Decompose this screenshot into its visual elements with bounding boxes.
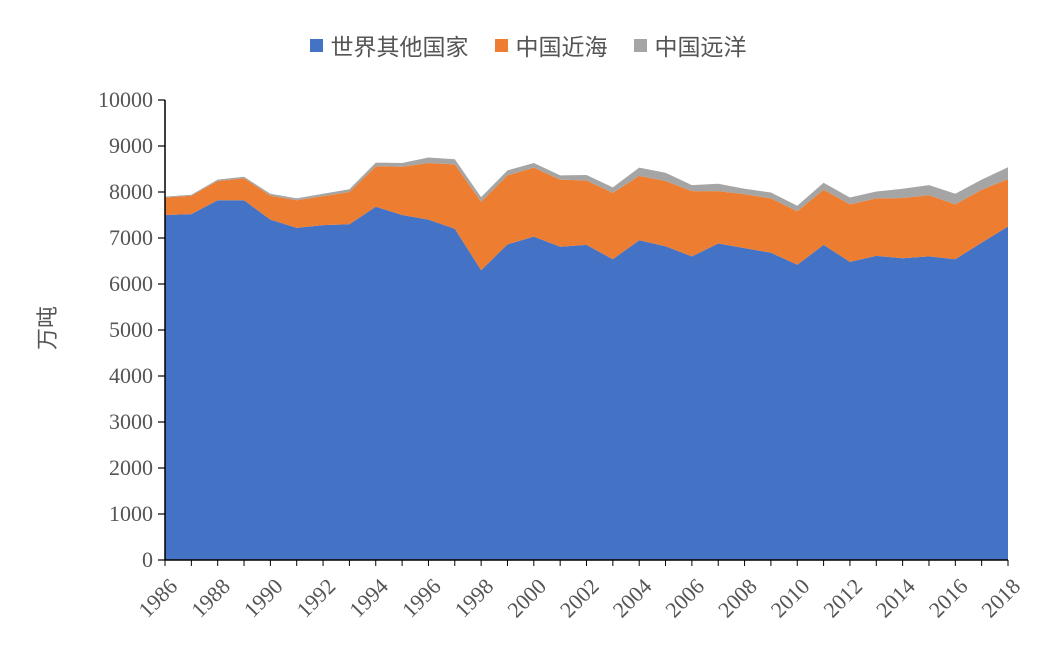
- x-tick-label: 2002: [555, 574, 604, 623]
- x-tick-label: 1992: [291, 574, 340, 623]
- y-tick-label: 9000: [109, 133, 153, 158]
- y-tick-label: 6000: [109, 271, 153, 296]
- legend-swatch: [309, 38, 323, 52]
- area-series-group: [165, 157, 1008, 561]
- x-tick-label: 2004: [608, 574, 657, 623]
- area-series-1: [165, 200, 1008, 561]
- x-tick-label: 1986: [133, 574, 182, 623]
- x-tick-label: 2016: [924, 574, 973, 623]
- legend-item-2: 中国近海: [494, 28, 608, 62]
- y-tick-label: 2000: [109, 455, 153, 480]
- x-tick-label: 2010: [766, 574, 815, 623]
- x-tick-label: 2012: [818, 574, 867, 623]
- legend-label: 中国近海: [515, 35, 608, 61]
- y-axis-title: 万吨: [36, 306, 61, 350]
- legend-swatch: [633, 38, 647, 52]
- legend-swatch: [494, 38, 508, 52]
- x-tick-label: 2018: [976, 574, 1025, 623]
- y-tick-label: 7000: [109, 225, 153, 250]
- x-tick-label: 2014: [871, 574, 920, 623]
- legend: 世界其他国家 中国近海 中国远洋: [0, 28, 1056, 62]
- x-tick-label: 1994: [344, 574, 393, 623]
- x-tick-label: 2006: [660, 574, 709, 623]
- y-tick-label: 8000: [109, 179, 153, 204]
- x-tick-label: 2000: [502, 574, 551, 623]
- x-tick-label: 1990: [239, 574, 288, 623]
- x-tick-label: 1988: [186, 574, 235, 623]
- x-tick-label: 1996: [397, 574, 446, 623]
- y-tick-label: 3000: [109, 409, 153, 434]
- x-tick-label: 2008: [713, 574, 762, 623]
- y-tick-label: 1000: [109, 501, 153, 526]
- axes-group: [158, 99, 1009, 566]
- y-tick-label: 0: [142, 547, 153, 572]
- y-tick-label: 4000: [109, 363, 153, 388]
- x-tick-labels: 1986 1988 1990 1992 1994 1996 1998 2000 2002 2004…: [133, 574, 1025, 623]
- y-tick-label: 5000: [109, 317, 153, 342]
- y-tick-label: 10000: [98, 87, 153, 112]
- legend-label: 中国远洋: [654, 35, 747, 61]
- x-tick-label: 1998: [450, 574, 499, 623]
- legend-label: 世界其他国家: [330, 35, 469, 61]
- area-series-2: [165, 163, 1008, 271]
- y-tick-labels: 0 1000 2000 3000 4000 5000 6000 7000 8000 9000 100…: [98, 87, 153, 572]
- legend-item-1: 世界其他国家: [309, 28, 469, 62]
- legend-item-3: 中国远洋: [633, 28, 747, 62]
